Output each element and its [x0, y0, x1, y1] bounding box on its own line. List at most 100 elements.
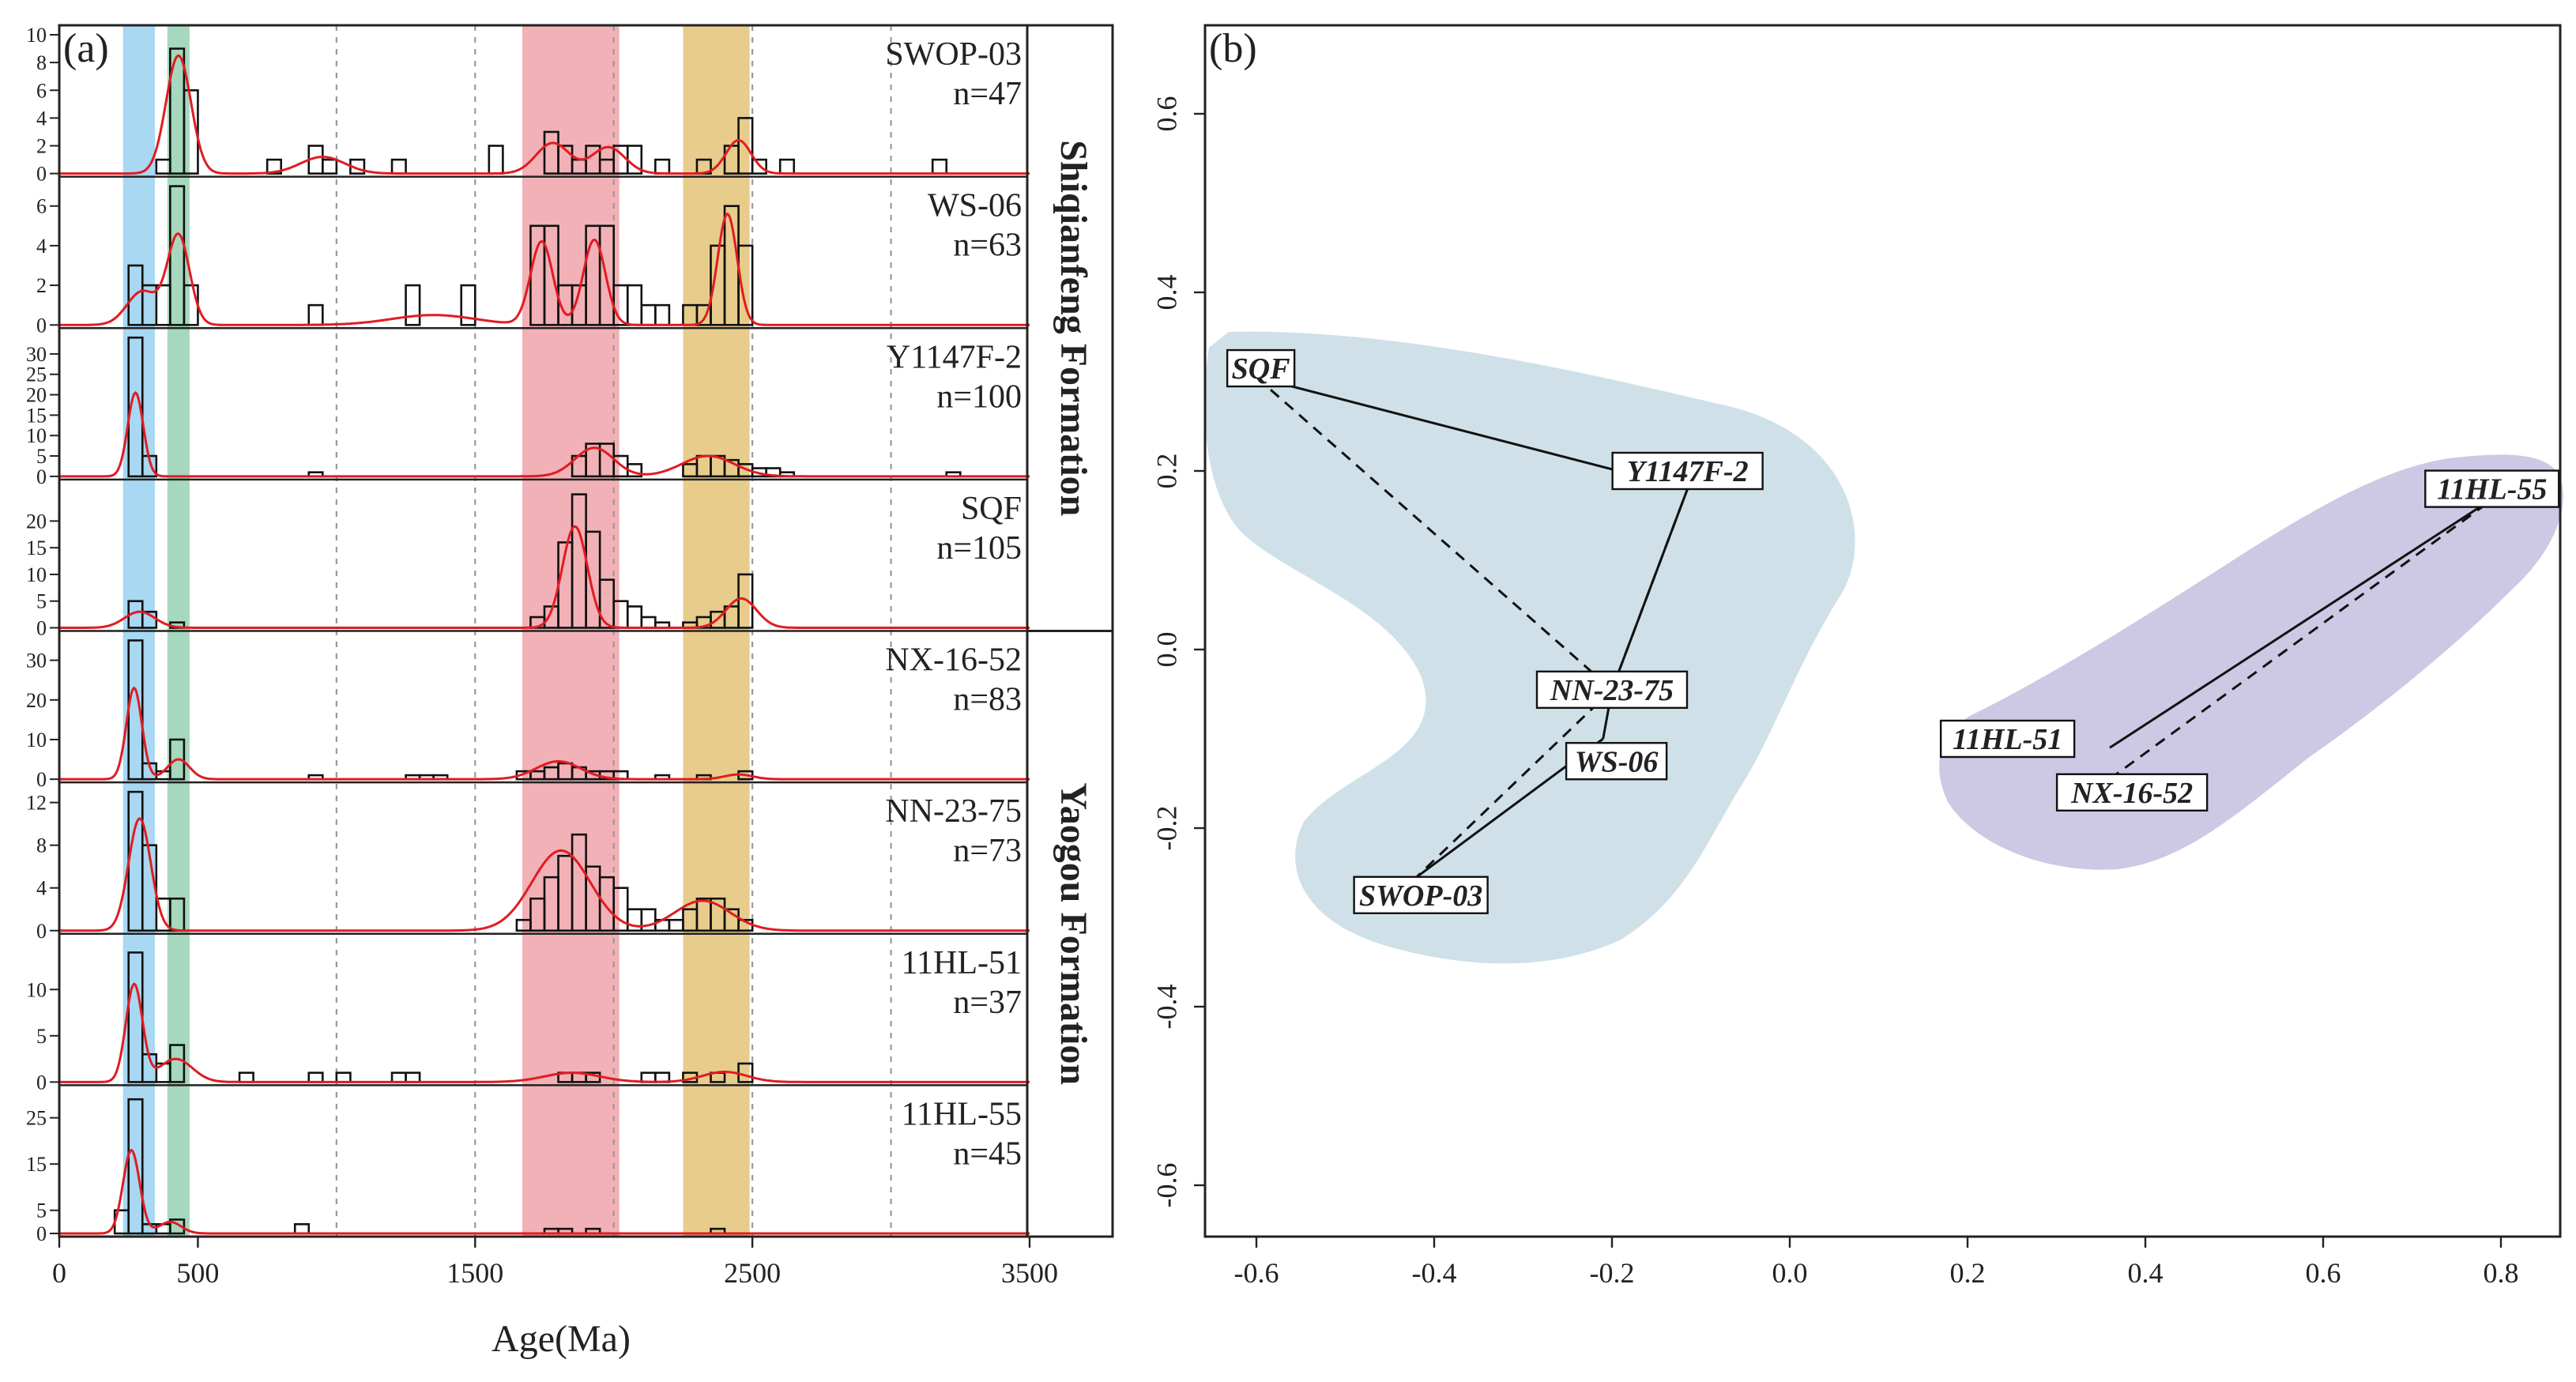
label-box: [1353, 876, 1489, 914]
point-label-11hl-51: 11HL-51: [1939, 719, 2076, 759]
histogram-bar: [169, 1218, 186, 1235]
histogram-bar: [626, 605, 643, 629]
x-tick-label: 0.8: [2484, 1257, 2519, 1289]
x-tick-label: 0.4: [2128, 1257, 2164, 1289]
y-tick-label: 2: [36, 274, 47, 297]
y-tick-label: 6: [36, 79, 47, 102]
histogram-bar: [598, 224, 616, 326]
histogram-bar: [654, 303, 671, 326]
subplot-11hl-55: 05 15 25 11HL-55n=45: [26, 1096, 1030, 1245]
y-tick-label: 25: [26, 363, 47, 386]
y-tick-label: 0: [36, 1071, 47, 1094]
region-purple: [1939, 454, 2563, 870]
histogram-bar: [141, 844, 158, 932]
kde-curve: [59, 1148, 1030, 1235]
y-tick-label: 20: [26, 510, 47, 533]
y-tick-label: 30: [26, 650, 47, 672]
y-tick-label: 0: [36, 465, 47, 488]
y-tick-label: 2: [36, 135, 47, 158]
label-text: NX-16-52: [2070, 777, 2193, 810]
x-tick-label: -0.6: [1234, 1257, 1279, 1289]
panel-a-x-axis: 0 500 1500 2500 3500: [52, 1237, 1058, 1289]
histogram-bar: [640, 616, 657, 629]
histogram-bar: [737, 117, 754, 175]
point-label-ws-06: WS-06: [1565, 742, 1668, 781]
sample-name: SQF: [961, 491, 1022, 527]
label-box: [2055, 773, 2209, 812]
label-text: 11HL-51: [1953, 723, 2062, 756]
y-tick-label: 0: [36, 163, 47, 186]
point-label-sqf: SQF: [1226, 348, 1296, 388]
histogram-bar: [238, 1071, 254, 1083]
sample-labels: SQF Y1147F-2 NN-23-75 WS-06 SWOP-03 11HL-55 11…: [1226, 348, 2560, 914]
sample-count: n=73: [953, 833, 1022, 869]
point-label-swop-03: SWOP-03: [1353, 876, 1489, 914]
kde-curve: [59, 686, 1030, 781]
histogram-bar: [266, 158, 282, 175]
y-tick-label: 4: [36, 107, 47, 130]
histogram-bar: [390, 158, 407, 175]
histogram-bar: [322, 158, 338, 175]
sample-name: 11HL-51: [902, 945, 1022, 981]
histogram-bar: [626, 284, 643, 326]
kde-curve: [59, 54, 1030, 175]
histogram-bar: [293, 1222, 311, 1235]
histogram-bar: [307, 1071, 324, 1083]
x-tick-label: -0.4: [1412, 1257, 1457, 1289]
kde-curve: [59, 982, 1030, 1083]
dashed-link: [2109, 492, 2502, 781]
y-tick-label: 10: [26, 24, 47, 47]
x-tick-label: 500: [176, 1257, 219, 1289]
label-box: [1611, 451, 1764, 491]
dashed-link: [1610, 488, 1689, 691]
histogram-bar: [543, 224, 559, 326]
y-tick-label: 0.0: [1151, 632, 1182, 668]
histogram-bar: [183, 88, 199, 175]
sample-name: NN-23-75: [885, 793, 1022, 830]
panel-a-x-axis-label: Age(Ma): [491, 1318, 631, 1360]
y-tick-label: 5: [36, 445, 47, 468]
sample-name: WS-06: [928, 188, 1022, 224]
sample-count: n=47: [953, 76, 1022, 112]
region-blue: [1204, 331, 1855, 964]
panel-a-frame: [58, 24, 1114, 1238]
y-tick-label: 10: [26, 563, 47, 586]
subplot-nx-16-52: 0 10 20 30 NX-16-52n=83: [26, 639, 1030, 791]
y-tick-label: -0.2: [1151, 806, 1182, 851]
kde-curve: [59, 390, 1030, 478]
sample-count: n=100: [936, 378, 1022, 415]
histogram-bar: [169, 738, 186, 781]
histogram-bar: [640, 908, 657, 932]
label-text: 11HL-55: [2437, 473, 2547, 506]
sample-count: n=37: [953, 985, 1022, 1021]
point-label-11hl-55: 11HL-55: [2424, 469, 2560, 508]
y-tick-label: 5: [36, 1025, 47, 1048]
sample-count: n=45: [953, 1135, 1022, 1172]
y-tick-label: 25: [26, 1107, 47, 1130]
sample-name: 11HL-55: [902, 1096, 1022, 1132]
histogram-bar: [778, 158, 796, 175]
x-tick-label: 0.6: [2306, 1257, 2341, 1289]
label-text: NN-23-75: [1550, 674, 1674, 707]
histogram-bar: [405, 1071, 421, 1083]
label-box: [1939, 719, 2076, 759]
sample-count: n=63: [953, 228, 1022, 264]
subplot-11hl-51: 0 5 10 11HL-51 n=37: [26, 945, 1030, 1094]
y-tick-label: 0: [36, 314, 47, 337]
histogram-bar: [127, 1098, 144, 1235]
formation-label: Yaogou Formation: [1053, 782, 1094, 1085]
y-tick-label: -0.4: [1151, 985, 1182, 1030]
y-tick-label: 20: [26, 689, 47, 712]
y-tick-label: 4: [36, 235, 47, 258]
y-tick-label: 15: [26, 404, 47, 427]
x-tick-label: 0.2: [1950, 1257, 1986, 1289]
histogram-bar: [460, 284, 476, 326]
y-tick-label: 30: [26, 343, 47, 366]
x-tick-label: 2500: [724, 1257, 781, 1289]
histogram-bar: [668, 918, 684, 932]
histogram-bar: [488, 145, 504, 175]
